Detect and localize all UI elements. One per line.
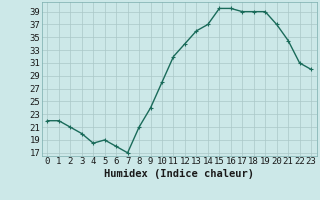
X-axis label: Humidex (Indice chaleur): Humidex (Indice chaleur): [104, 169, 254, 179]
